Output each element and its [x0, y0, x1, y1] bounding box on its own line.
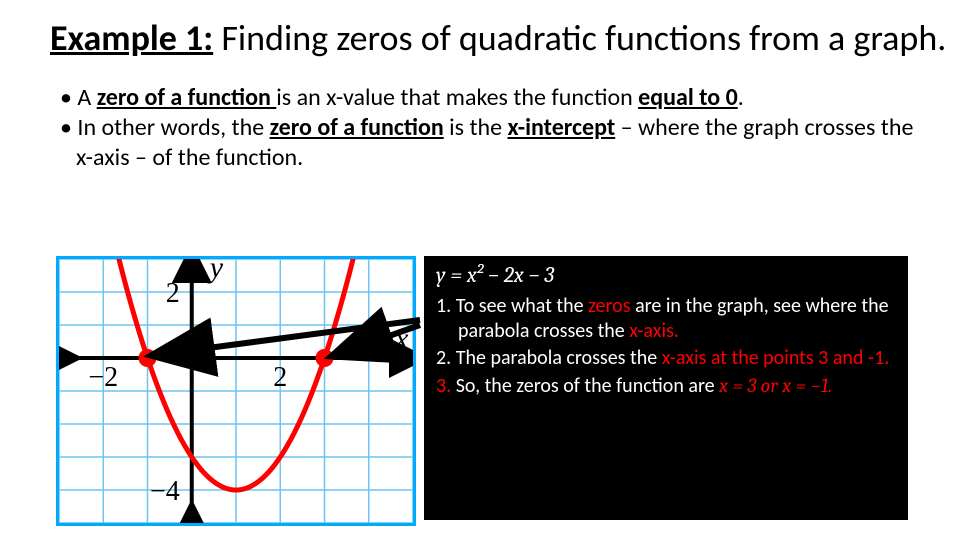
step-2: 2. The parabola crosses the x-axis at th…	[436, 346, 896, 371]
s1n: 1.	[436, 294, 456, 318]
title-rest: Finding zeros of quadratic functions fro…	[213, 16, 946, 60]
svg-text:2: 2	[273, 362, 287, 393]
s2x: x-axis at the points 3 and -1.	[662, 346, 890, 370]
bullet-list: A zero of a function is an x-value that …	[0, 63, 960, 173]
b2-text2: is the	[444, 113, 508, 142]
equation: y = x² − 2x − 3	[436, 262, 896, 290]
b1-text2: is an x-value that makes the function	[276, 83, 638, 112]
s1x: x-axis.	[629, 319, 679, 343]
page-title: Example 1: Finding zeros of quadratic fu…	[0, 0, 960, 63]
graph-svg: −2 2 2 −4 y x	[59, 259, 413, 523]
svg-text:−2: −2	[88, 362, 118, 393]
svg-text:x: x	[394, 322, 409, 355]
s2n: 2.	[436, 346, 456, 370]
s1z: zeros	[588, 294, 635, 318]
explanation-panel: y = x² − 2x − 3 1. To see what the zeros…	[424, 256, 908, 520]
svg-text:−4: −4	[150, 476, 180, 507]
step-3: 3. So, the zeros of the function are x =…	[436, 373, 896, 399]
parabola-graph: −2 2 2 −4 y x	[56, 256, 416, 526]
s2a: The parabola crosses the	[456, 346, 662, 370]
s1a: To see what the	[456, 294, 588, 318]
b1-dot: .	[738, 83, 744, 112]
b1-text: A	[77, 83, 96, 112]
b2-xint: x-intercept	[508, 113, 616, 142]
svg-text:2: 2	[166, 278, 180, 309]
example-label: Example 1:	[50, 16, 213, 60]
s3a: So, the zeros of the function are	[456, 374, 719, 398]
b1-zero: zero of a function	[97, 83, 277, 112]
b1-equal: equal to 0	[638, 83, 738, 112]
bullet-2: In other words, the zero of a function i…	[60, 113, 920, 173]
s3ans: x = 3 or x = −1.	[719, 374, 832, 397]
b2-zero: zero of a function	[270, 113, 444, 142]
svg-text:y: y	[207, 259, 224, 284]
content-row: −2 2 2 −4 y x	[56, 256, 416, 526]
s3n: 3.	[436, 374, 456, 398]
b2-text: In other words, the	[77, 113, 269, 142]
bullet-1: A zero of a function is an x-value that …	[60, 83, 920, 113]
step-1: 1. To see what the zeros are in the grap…	[436, 294, 896, 344]
steps-list: 1. To see what the zeros are in the grap…	[436, 294, 896, 399]
